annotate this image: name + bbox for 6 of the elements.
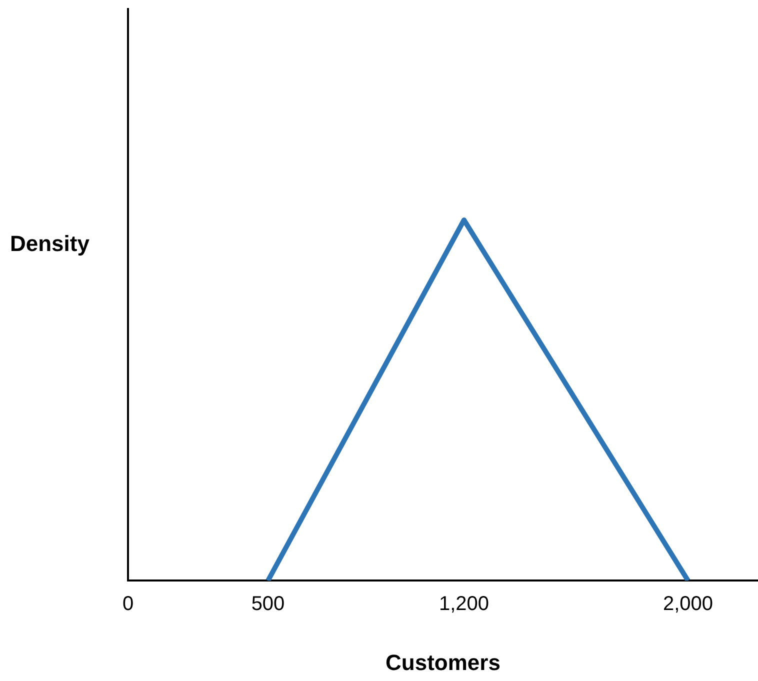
y-axis-title: Density [10, 231, 90, 256]
x-axis-title: Customers [386, 650, 500, 675]
x-tick-label: 0 [122, 593, 134, 616]
x-tick-label: 500 [251, 593, 285, 616]
x-tick-label: 1,200 [438, 593, 490, 616]
x-tick-label: 2,000 [662, 593, 714, 616]
